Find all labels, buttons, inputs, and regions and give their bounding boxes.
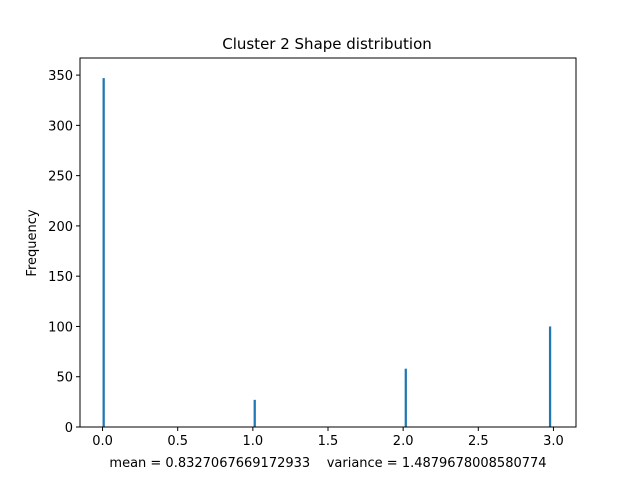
x-tick-label: 2.5 bbox=[468, 434, 489, 449]
histogram-bar bbox=[404, 368, 407, 427]
chart-title: Cluster 2 Shape distribution bbox=[222, 35, 432, 53]
x-tick-label: 0.0 bbox=[92, 434, 113, 449]
y-tick-label: 100 bbox=[48, 320, 73, 335]
y-axis-label: Frequency bbox=[25, 209, 40, 276]
y-tick-label: 0 bbox=[65, 421, 73, 436]
x-tick-label: 1.0 bbox=[243, 434, 264, 449]
y-tick-label: 250 bbox=[48, 170, 73, 185]
histogram-bar bbox=[102, 78, 105, 427]
histogram-bar bbox=[548, 326, 552, 427]
y-tick-label: 200 bbox=[48, 220, 73, 235]
x-tick-label: 2.0 bbox=[393, 434, 414, 449]
plot-area: 0.0 0.5 1.0 1.5 2.0 2.5 3.0 0 50 100 150 200 250 300 3… bbox=[48, 57, 577, 449]
y-tick-label: 350 bbox=[48, 69, 73, 84]
x-tick-label: 3.0 bbox=[543, 434, 564, 449]
x-axis-label: mean = 0.8327067669172933 variance = 1.4… bbox=[109, 456, 546, 471]
x-tick-label: 1.5 bbox=[318, 434, 339, 449]
y-tick-label: 150 bbox=[48, 270, 73, 285]
x-tick-label: 0.5 bbox=[167, 434, 188, 449]
histogram-bar bbox=[253, 399, 256, 427]
y-tick-label: 50 bbox=[56, 371, 73, 386]
y-tick-label: 300 bbox=[48, 119, 73, 134]
